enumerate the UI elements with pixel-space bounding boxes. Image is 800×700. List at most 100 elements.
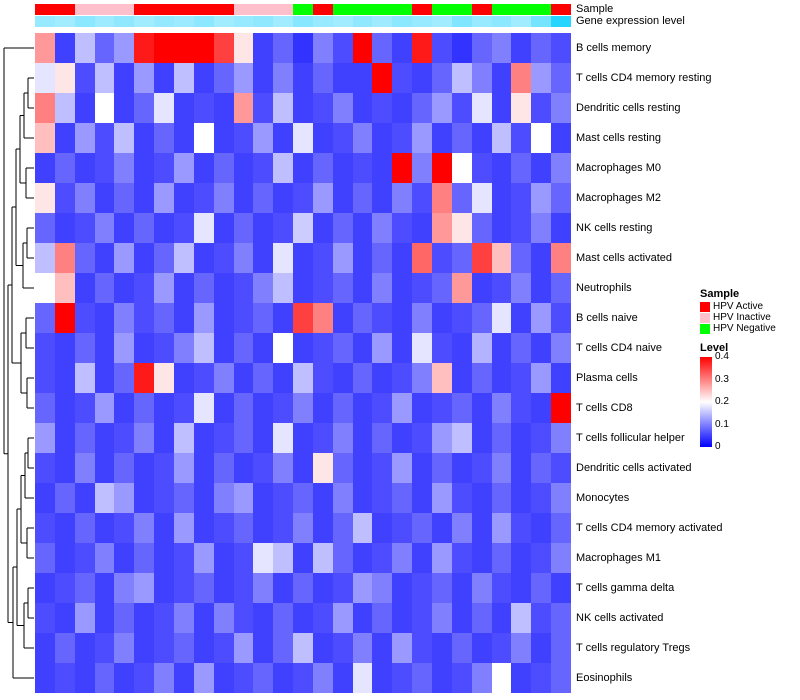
heatmap-cell — [193, 663, 214, 693]
heatmap-cell — [471, 183, 492, 213]
heatmap-cell — [392, 603, 413, 633]
heatmap-cell — [392, 453, 413, 483]
heatmap-cell — [432, 183, 452, 213]
heatmap-cell — [213, 573, 234, 603]
sample-annotation-cell — [372, 4, 393, 15]
heatmap-cell — [54, 423, 75, 453]
sample-annotation-cell — [273, 4, 294, 15]
heatmap-cell — [412, 423, 433, 453]
heatmap-cell — [54, 93, 75, 123]
heatmap-cell — [372, 363, 393, 393]
heatmap-cell — [372, 93, 393, 123]
heatmap-cell — [392, 273, 413, 303]
heatmap-cell — [213, 153, 234, 183]
heatmap-cell — [491, 363, 512, 393]
heatmap-cell — [372, 273, 393, 303]
heatmap-cell — [451, 513, 472, 543]
heatmap-cell — [332, 633, 353, 663]
row-label: NK cells resting — [576, 222, 653, 234]
sample-annotation-cell — [551, 4, 571, 15]
level-tick-label: 0.1 — [715, 418, 729, 430]
heatmap-cell — [551, 633, 571, 663]
heatmap-cell — [511, 363, 532, 393]
heatmap-cell — [273, 213, 294, 243]
heatmap-cell — [233, 333, 254, 363]
heatmap-cell — [114, 33, 135, 63]
heatmap-cell — [134, 543, 155, 573]
row-label: Macrophages M1 — [576, 552, 661, 564]
heatmap-cell — [114, 513, 135, 543]
heatmap-cell — [35, 93, 55, 123]
heatmap-cell — [531, 633, 552, 663]
heatmap-cell — [471, 273, 492, 303]
expression-annotation-cell — [35, 16, 55, 27]
heatmap-cell — [352, 573, 373, 603]
heatmap-cell — [531, 423, 552, 453]
heatmap-cell — [352, 303, 373, 333]
heatmap-cell — [94, 573, 115, 603]
expression-annotation-cell — [511, 16, 532, 27]
sample-annotation-cell — [392, 4, 413, 15]
expression-annotation-cell — [491, 16, 512, 27]
heatmap-cell — [491, 393, 512, 423]
heatmap-cell — [74, 633, 95, 663]
sample-annotation-track — [35, 4, 571, 15]
heatmap-cell — [352, 273, 373, 303]
level-tick-label: 0 — [715, 441, 721, 452]
heatmap-cell — [451, 393, 472, 423]
heatmap-cell — [293, 213, 313, 243]
heatmap-cell — [193, 423, 214, 453]
sample-annotation-cell — [154, 4, 174, 15]
heatmap-cell — [551, 93, 571, 123]
heatmap-cell — [372, 603, 393, 633]
sample-annotation-cell — [35, 4, 55, 15]
heatmap-cell — [74, 123, 95, 153]
heatmap-cell — [392, 573, 413, 603]
expression-annotation-cell — [392, 16, 413, 27]
heatmap-cell — [154, 243, 174, 273]
sample-annotation-cell — [491, 4, 512, 15]
heatmap-cell — [273, 483, 294, 513]
heatmap-cell — [54, 513, 75, 543]
heatmap-cell — [293, 273, 313, 303]
heatmap-cell — [253, 213, 274, 243]
heatmap-cell — [312, 153, 333, 183]
row-label: T cells CD4 memory activated — [576, 522, 723, 534]
heatmap-cell — [173, 423, 194, 453]
heatmap-cell — [491, 573, 512, 603]
heatmap-cell — [273, 513, 294, 543]
sample-annotation-cell — [54, 4, 75, 15]
heatmap-cell — [35, 483, 55, 513]
heatmap-cell — [94, 213, 115, 243]
heatmap-cell — [432, 453, 452, 483]
heatmap-cell — [253, 483, 274, 513]
heatmap-cell — [213, 663, 234, 693]
heatmap-cell — [451, 273, 472, 303]
heatmap-cell — [154, 183, 174, 213]
row-label: Monocytes — [576, 492, 630, 504]
heatmap-cell — [293, 573, 313, 603]
heatmap-cell — [74, 33, 95, 63]
heatmap-cell — [134, 33, 155, 63]
heatmap-cell — [35, 603, 55, 633]
heatmap-cell — [511, 63, 532, 93]
heatmap-cell — [35, 543, 55, 573]
heatmap-cell — [193, 393, 214, 423]
heatmap-cell — [372, 333, 393, 363]
heatmap-cell — [352, 543, 373, 573]
heatmap-cell — [74, 273, 95, 303]
heatmap-cell — [114, 573, 135, 603]
heatmap-cell — [312, 603, 333, 633]
heatmap-cell — [54, 453, 75, 483]
heatmap-cell — [134, 393, 155, 423]
heatmap-cell — [54, 273, 75, 303]
heatmap-cell — [511, 303, 532, 333]
heatmap-cell — [154, 93, 174, 123]
heatmap-cell — [35, 183, 55, 213]
heatmap-cell — [253, 243, 274, 273]
row-label: T cells CD8 — [576, 402, 633, 414]
heatmap-cell — [273, 33, 294, 63]
heatmap-cell — [332, 243, 353, 273]
heatmap-cell — [511, 603, 532, 633]
legend-swatch — [700, 301, 710, 312]
